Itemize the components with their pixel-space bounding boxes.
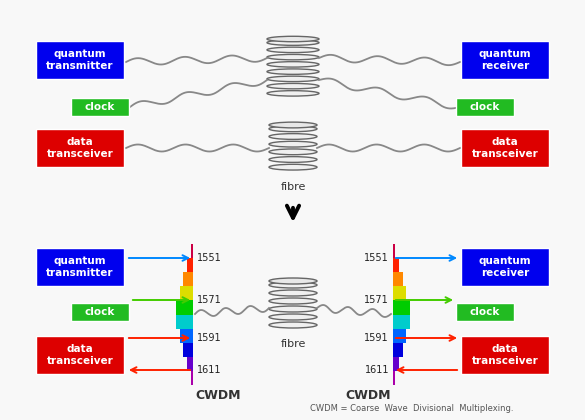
Ellipse shape [267, 69, 319, 74]
Ellipse shape [269, 164, 317, 170]
Polygon shape [180, 286, 193, 300]
FancyBboxPatch shape [456, 303, 514, 321]
Polygon shape [393, 244, 395, 258]
FancyBboxPatch shape [36, 248, 124, 286]
FancyBboxPatch shape [36, 336, 124, 374]
Polygon shape [393, 286, 407, 300]
Ellipse shape [269, 314, 317, 320]
Text: 1571: 1571 [364, 295, 389, 305]
Polygon shape [393, 357, 399, 371]
Ellipse shape [269, 298, 317, 304]
FancyBboxPatch shape [461, 248, 549, 286]
Ellipse shape [267, 91, 319, 96]
FancyBboxPatch shape [36, 129, 124, 167]
FancyBboxPatch shape [71, 98, 129, 116]
Text: quantum
receiver: quantum receiver [479, 256, 531, 278]
Ellipse shape [269, 122, 317, 128]
Text: CWDM: CWDM [195, 389, 240, 402]
Text: clock: clock [470, 307, 500, 317]
Text: 1551: 1551 [364, 253, 389, 263]
Polygon shape [176, 300, 193, 315]
Polygon shape [393, 272, 402, 286]
Text: data
transceiver: data transceiver [47, 344, 113, 366]
Text: fibre: fibre [280, 339, 306, 349]
Text: 1551: 1551 [197, 253, 222, 263]
Ellipse shape [267, 76, 319, 81]
FancyBboxPatch shape [461, 41, 549, 79]
Text: data
transceiver: data transceiver [47, 137, 113, 159]
Text: quantum
receiver: quantum receiver [479, 49, 531, 71]
Polygon shape [176, 315, 193, 328]
Ellipse shape [269, 149, 317, 155]
Text: quantum
transmitter: quantum transmitter [46, 256, 113, 278]
Ellipse shape [269, 157, 317, 163]
Polygon shape [180, 328, 193, 343]
Polygon shape [393, 258, 399, 272]
Ellipse shape [269, 134, 317, 139]
Text: clock: clock [470, 102, 500, 112]
Text: quantum
transmitter: quantum transmitter [46, 49, 113, 71]
Text: 1611: 1611 [364, 365, 389, 375]
Text: data
transceiver: data transceiver [472, 344, 538, 366]
Ellipse shape [269, 306, 317, 312]
Polygon shape [187, 357, 193, 371]
Text: clock: clock [85, 307, 115, 317]
Ellipse shape [269, 278, 317, 284]
Text: 1591: 1591 [364, 333, 389, 343]
Text: fibre: fibre [280, 182, 306, 192]
Ellipse shape [267, 62, 319, 67]
Ellipse shape [267, 84, 319, 89]
Ellipse shape [267, 36, 319, 42]
Ellipse shape [269, 282, 317, 288]
Text: 1611: 1611 [197, 365, 222, 375]
Polygon shape [184, 272, 193, 286]
Text: CWDM: CWDM [346, 389, 391, 402]
Polygon shape [191, 371, 193, 385]
Text: 1591: 1591 [197, 333, 222, 343]
Text: clock: clock [85, 102, 115, 112]
FancyBboxPatch shape [36, 41, 124, 79]
Polygon shape [184, 343, 193, 357]
Polygon shape [393, 328, 407, 343]
Ellipse shape [267, 55, 319, 60]
Polygon shape [393, 371, 395, 385]
FancyBboxPatch shape [456, 98, 514, 116]
Polygon shape [393, 343, 402, 357]
FancyBboxPatch shape [71, 303, 129, 321]
Ellipse shape [267, 40, 319, 45]
FancyBboxPatch shape [461, 336, 549, 374]
Ellipse shape [269, 126, 317, 132]
Text: CWDM = Coarse  Wave  Divisional  Multiplexing.: CWDM = Coarse Wave Divisional Multiplexi… [310, 404, 514, 413]
Ellipse shape [269, 290, 317, 296]
Polygon shape [191, 244, 193, 258]
Text: 1571: 1571 [197, 295, 222, 305]
Ellipse shape [269, 322, 317, 328]
Polygon shape [187, 258, 193, 272]
Polygon shape [393, 300, 410, 315]
Ellipse shape [267, 47, 319, 52]
Text: data
transceiver: data transceiver [472, 137, 538, 159]
FancyBboxPatch shape [461, 129, 549, 167]
Ellipse shape [269, 141, 317, 147]
Polygon shape [393, 315, 410, 328]
